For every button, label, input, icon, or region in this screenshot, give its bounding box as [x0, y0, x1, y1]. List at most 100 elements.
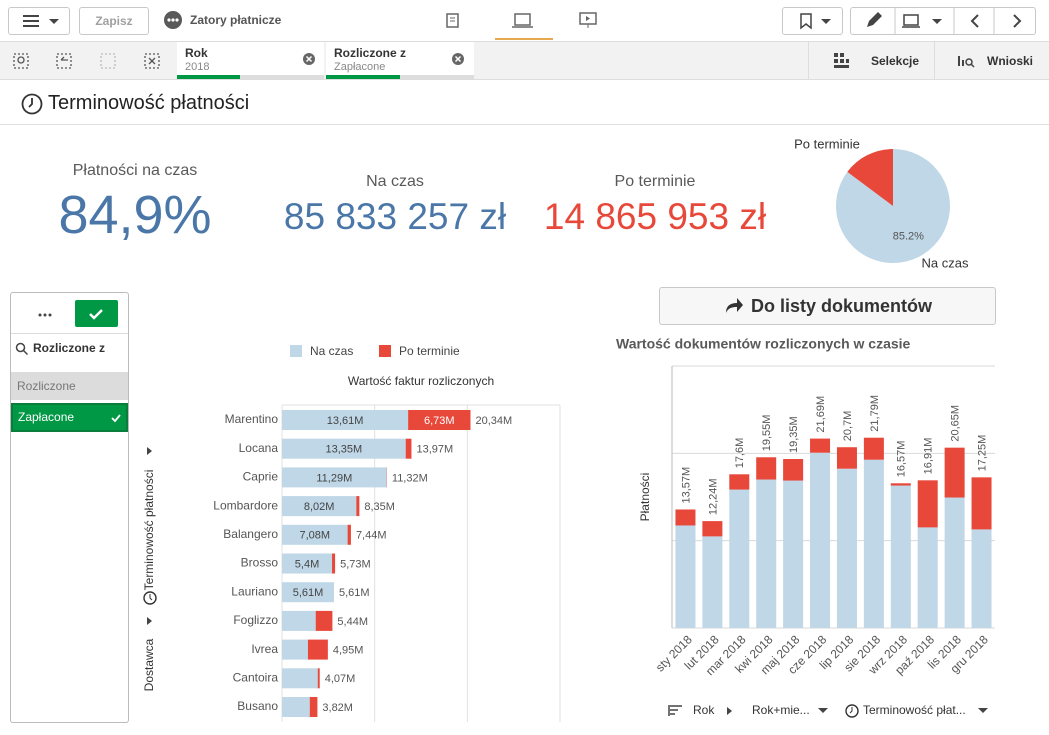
bar-total-label: 19,55M	[761, 415, 773, 452]
bar-segment	[282, 410, 409, 430]
bookmark-button[interactable]	[782, 7, 843, 35]
filter-field: Rozliczone z	[334, 46, 407, 60]
chart-title: Wartość dokumentów rozliczonych w czasie	[616, 336, 911, 352]
mode-tabs[interactable]	[440, 8, 610, 41]
pie-value-label: 85.2%	[893, 230, 924, 242]
bar-value-label: 13,61M	[327, 415, 364, 427]
bar-segment	[702, 536, 723, 628]
category-label: Locana	[239, 441, 279, 455]
legend-label: Po terminie	[399, 344, 460, 358]
bar-total-label: 21,69M	[815, 396, 827, 433]
selection-tools[interactable]	[0, 42, 176, 79]
documents-button-label: Do listy dokumentów	[750, 296, 932, 316]
selection-state-rest	[240, 75, 324, 79]
selected-check	[111, 414, 121, 423]
bar-segment	[944, 447, 965, 498]
category-label: Foglizzo	[233, 613, 278, 627]
bar-segment	[356, 496, 360, 517]
bar-segment	[282, 582, 334, 603]
bar-segment	[282, 496, 357, 517]
bar-value-label: 8,02M	[304, 501, 335, 513]
bar-total-label: 16,57M	[896, 441, 908, 478]
kpi-value: 84,9%	[58, 185, 212, 245]
bar-segment	[282, 438, 406, 459]
sheet-title: Terminowość płatności	[48, 92, 250, 114]
search-field[interactable]: Rozliczone z	[33, 341, 106, 355]
category-label: Busano	[237, 699, 278, 713]
bar-segment	[729, 489, 750, 628]
bar-segment	[282, 467, 387, 488]
dimension-toolbar-icons[interactable]	[665, 700, 995, 722]
bar-segment	[332, 553, 336, 574]
clear-icon[interactable]	[451, 52, 465, 66]
bar-segment	[282, 610, 316, 631]
bar-value-label: 5,4M	[295, 558, 319, 570]
bar-total-label: 20,65M	[950, 405, 962, 442]
bar-total-label: 11,32M	[392, 472, 428, 484]
kpi-label: Po terminie	[614, 173, 696, 190]
documents-button[interactable]: Do listy dokumentów	[659, 287, 996, 325]
dimension-label: Rok+mie...	[752, 703, 810, 717]
list-item[interactable]: Rozliczone	[11, 372, 128, 400]
filter-field: Rok	[185, 46, 208, 60]
bar-total-label: 19,35M	[788, 416, 800, 453]
bar-segment	[810, 438, 831, 453]
list-item-selected[interactable]: Zapłacone	[11, 403, 128, 432]
dimension-label: Rok	[693, 703, 715, 717]
save-button[interactable]: Zapisz	[79, 7, 149, 35]
bookmark-icon	[800, 13, 831, 30]
bar-total-label: 20,7M	[842, 411, 854, 442]
bar-value-label: 5,61M	[293, 587, 324, 599]
chart-title: Wartość faktur rozliczonych	[348, 374, 494, 388]
filter-chip[interactable]: Rozliczone z Zapłacone	[326, 42, 474, 79]
bar-segment	[890, 483, 911, 486]
filter-value: 2018	[185, 61, 210, 73]
legend-label: Na czas	[310, 344, 353, 358]
category-label: Caprie	[243, 470, 279, 484]
divider	[11, 333, 128, 334]
dimension-icons[interactable]	[143, 444, 159, 694]
category-label: Balangero	[223, 527, 278, 541]
bar-segment	[863, 459, 884, 628]
bar-segment	[317, 668, 320, 689]
pie-slice	[847, 149, 893, 206]
bar-segment	[783, 480, 804, 628]
bar-total-label: 17,6M	[734, 438, 746, 469]
bar-value-label: 13,35M	[326, 444, 363, 456]
filter-chip[interactable]: Rok 2018	[177, 42, 324, 79]
bar-segment	[405, 438, 412, 459]
bar-total-label: 4,07M	[325, 673, 356, 685]
app-icon	[164, 11, 182, 29]
sheet-header: Terminowość płatności	[0, 80, 1049, 125]
edit-icons	[867, 8, 1022, 34]
sheet-icon	[21, 93, 43, 115]
insights-label: Wnioski	[987, 54, 1034, 68]
bar-segment	[890, 485, 911, 628]
share-icon	[725, 298, 743, 313]
listbox-actions[interactable]	[11, 299, 128, 329]
bar-segment	[282, 639, 308, 660]
bar-total-label: 13,57M	[680, 467, 692, 504]
insights-button[interactable]: Wnioski	[934, 42, 1049, 79]
bar-segment	[917, 480, 938, 528]
bar-value-label: 6,73M	[424, 415, 455, 427]
category-label: Marentino	[225, 412, 279, 426]
bar-total-label: 13,97M	[416, 444, 453, 456]
selections-button[interactable]: Selekcje	[808, 42, 935, 79]
bar-segment	[702, 521, 723, 537]
bar-total-label: 17,25M	[976, 435, 988, 472]
bar-segment	[309, 697, 318, 717]
bar-segment	[729, 474, 750, 490]
clear-icon[interactable]	[302, 52, 316, 66]
edit-buttons[interactable]	[850, 7, 1036, 35]
bar-total-label: 3,82M	[322, 702, 353, 714]
listbox: Rozliczone z Rozliczone Zapłacone	[10, 292, 129, 723]
bar-total-label: 8,35M	[364, 501, 395, 513]
category-label: Brosso	[241, 556, 279, 570]
menu-button[interactable]	[8, 7, 70, 35]
selections-label: Selekcje	[871, 54, 920, 68]
pie-category-label: Na czas	[922, 255, 969, 270]
bar-total-label: 5,73M	[340, 558, 371, 570]
selection-state	[326, 75, 400, 79]
